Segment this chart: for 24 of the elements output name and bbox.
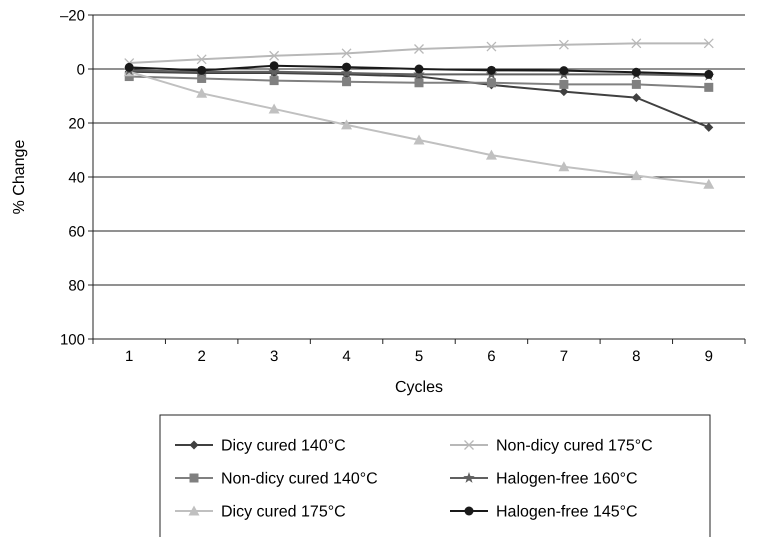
y-tick-label: 40: [68, 169, 85, 186]
y-axis-title: % Change: [11, 140, 28, 214]
x-tick-label: 1: [125, 348, 134, 365]
legend-label: Halogen-free 160°C: [496, 470, 638, 488]
legend-label: Dicy cured 175°C: [221, 504, 346, 521]
legend-label: Non-dicy cured 175°C: [496, 438, 653, 455]
x-tick-label: 2: [197, 348, 206, 365]
y-tick-label: 80: [68, 277, 85, 294]
x-tick-label: 4: [342, 348, 351, 365]
y-tick-label: –20: [60, 7, 85, 24]
x-axis-title: Cycles: [394, 379, 444, 396]
legend-label: Non-dicy cured 140°C: [221, 470, 378, 488]
x-tick-label: 8: [632, 348, 641, 365]
x-tick-label: 6: [487, 348, 496, 365]
x-tick-label: 7: [560, 348, 568, 365]
y-tick-label: 60: [68, 223, 85, 240]
y-tick-label: 0: [76, 61, 85, 78]
y-tick-label: 100: [60, 331, 85, 348]
x-tick-label: 9: [704, 348, 713, 365]
legend-label: Halogen-free 145°C: [496, 504, 638, 521]
x-tick-label: 5: [414, 348, 424, 365]
y-tick-label: 20: [68, 115, 85, 132]
legend-label: Dicy cured 140°C: [221, 438, 346, 455]
x-tick-label: 3: [270, 348, 278, 365]
